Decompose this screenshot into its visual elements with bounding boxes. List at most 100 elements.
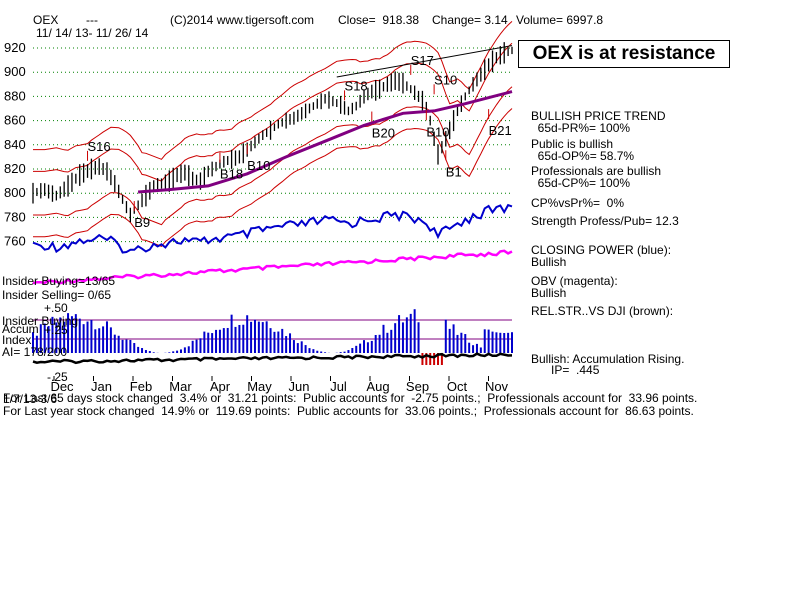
accum-bar <box>444 319 447 353</box>
accum-bar <box>168 352 171 353</box>
professionals-status: Professionals are bullish <box>531 164 662 178</box>
accum-bar <box>308 348 311 353</box>
pr-percent: 65d-PR%= 100% <box>531 121 631 135</box>
accum-bar <box>98 328 101 353</box>
accum-bar <box>495 332 498 353</box>
accum-bar <box>105 321 108 353</box>
accum-bar <box>300 341 303 353</box>
volume-value: Volume= 6997.8 <box>516 13 604 27</box>
accum-bar <box>468 342 471 353</box>
accumulation-histogram <box>32 309 513 365</box>
accum-bar <box>125 339 128 353</box>
accum-bar <box>417 322 420 353</box>
insider-buying-label: Insider Buying <box>2 314 79 328</box>
band-line <box>33 86 513 226</box>
accum-bar <box>261 322 264 353</box>
month-label: Sep <box>406 379 429 394</box>
relative-strength-series <box>32 352 513 365</box>
signal-label: B21 <box>489 123 512 138</box>
signal-label: B10 <box>426 124 449 139</box>
accum-bar <box>507 332 510 353</box>
signal-label: B1 <box>446 164 462 179</box>
y-tick-label: 840 <box>4 137 26 152</box>
accum-bar <box>90 319 93 353</box>
accum-bar <box>296 343 299 353</box>
accum-bar <box>281 328 284 353</box>
accum-bar <box>55 322 58 353</box>
accum-bar <box>479 347 482 353</box>
accum-bar <box>421 353 424 365</box>
rel-strength-label: REL.STR..VS DJI (brown): <box>531 304 674 318</box>
month-label: Apr <box>210 379 231 394</box>
y-tick-label: 900 <box>4 64 26 79</box>
accum-bar <box>109 327 112 353</box>
accum-bar <box>405 317 408 353</box>
accum-bar <box>503 332 506 353</box>
accum-bar <box>483 329 486 353</box>
chart-grid <box>33 47 512 340</box>
date-range: 11/ 14/ 13- 11/ 26/ 14 <box>36 26 149 40</box>
insider-buying-count: Insider Buying=13/65 <box>2 274 116 288</box>
signal-label: S16 <box>88 139 111 154</box>
footer-last-year: For Last year stock changed 14.9% or 119… <box>3 404 694 418</box>
accum-bar <box>121 339 124 353</box>
accum-plus50: +.50 <box>44 301 68 315</box>
accum-bar <box>203 331 206 353</box>
accum-bar <box>285 336 288 353</box>
accum-bar <box>491 331 494 353</box>
closing-power-label: CLOSING POWER (blue): <box>531 243 672 257</box>
y-tick-label: 780 <box>4 209 26 224</box>
accum-bar <box>51 316 54 353</box>
accum-bar <box>242 324 245 353</box>
accum-bar <box>63 321 66 353</box>
accum-bar <box>35 335 38 353</box>
closing-power-status: Bullish <box>531 255 567 269</box>
accum-bar <box>374 335 377 353</box>
accum-bar <box>187 346 190 353</box>
accum-bar <box>401 322 404 353</box>
accum-bar <box>183 347 186 353</box>
y-tick-label: 860 <box>4 113 26 128</box>
accum-bar <box>351 348 354 353</box>
accum-bar <box>304 345 307 353</box>
y-tick-label: 880 <box>4 88 26 103</box>
accum-bar <box>437 353 440 365</box>
accum-plus25: +.25 <box>44 323 68 337</box>
accum-bar <box>246 315 249 353</box>
accum-bar <box>460 332 463 353</box>
accum-bar <box>475 343 478 353</box>
band-line <box>33 108 513 247</box>
accum-bar <box>47 326 50 353</box>
ma-line <box>137 90 513 194</box>
accum-bar <box>250 321 253 353</box>
month-label: Jul <box>330 379 347 394</box>
accum-bar <box>324 352 327 353</box>
accum-bar <box>277 331 280 353</box>
signal-label: S17 <box>411 53 434 68</box>
accum-bar <box>32 332 34 353</box>
cp-percent: 65d-CP%= 100% <box>531 176 631 190</box>
accum-bar <box>269 328 272 353</box>
accum-bar <box>320 351 323 353</box>
obv-label: OBV (magenta): <box>531 274 618 288</box>
accum-bar <box>43 323 46 353</box>
y-axis-ticks: 760 780 800 820 840 860 880 900 920 <box>4 40 26 249</box>
accum-bar <box>347 350 350 353</box>
month-label: Feb <box>130 379 152 394</box>
month-label: Jun <box>289 379 310 394</box>
accum-bar <box>472 345 475 353</box>
accum-bar <box>409 313 412 353</box>
resistance-callout: OEX is at resistance <box>518 40 730 68</box>
accum-bar <box>316 350 319 353</box>
accum-bar <box>366 342 369 353</box>
accum-bar <box>433 353 436 365</box>
accum-bar <box>67 313 70 353</box>
strength-ratio: Strength Profess/Pub= 12.3 <box>531 214 679 228</box>
month-label: Oct <box>447 379 468 394</box>
accum-bar <box>102 326 105 353</box>
accum-bar <box>129 339 132 353</box>
accum-label: Accum <box>2 322 39 336</box>
insider-selling-count: Insider Selling= 0/65 <box>2 288 112 302</box>
price-series <box>32 42 513 223</box>
